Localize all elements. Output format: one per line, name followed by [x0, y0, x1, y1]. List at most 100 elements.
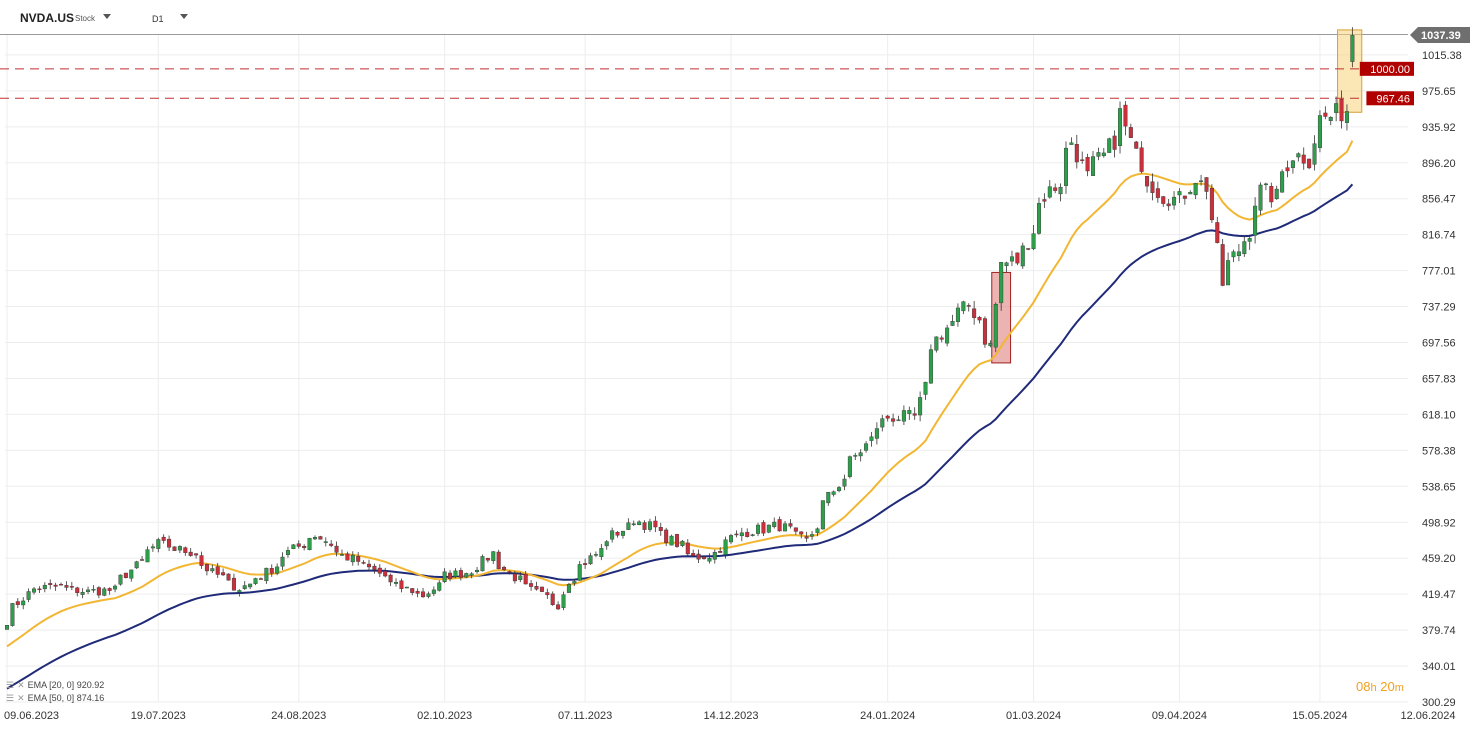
candle-body: [972, 308, 977, 318]
candle-body: [1323, 112, 1328, 117]
candle: [177, 545, 182, 554]
candle-body: [783, 523, 788, 532]
y-axis: 1015.38 975.65 935.92 896.20 856.47 816.74 777…: [1410, 27, 1470, 709]
candle-body: [1020, 245, 1025, 267]
timeframe-dropdown-icon[interactable]: [180, 14, 188, 19]
candle-body: [545, 592, 550, 596]
candle-body: [583, 563, 588, 565]
candle-body: [172, 546, 177, 551]
candle-body: [194, 553, 199, 556]
candle: [453, 568, 458, 579]
candle-body: [1063, 147, 1068, 186]
candle-body: [1058, 186, 1063, 195]
candle: [1323, 106, 1328, 120]
candle-body: [285, 550, 290, 555]
y-tick-label: 498.92: [1422, 517, 1456, 529]
candle: [1096, 147, 1101, 161]
candle: [59, 582, 64, 586]
candle-body: [1123, 104, 1128, 127]
candle: [637, 520, 642, 526]
candle: [421, 588, 426, 598]
indicator-remove-icon[interactable]: ✕: [17, 680, 25, 690]
candle-body: [885, 415, 890, 419]
candle-body: [1193, 183, 1198, 196]
candle: [1128, 123, 1133, 139]
candle: [64, 581, 69, 591]
timeframe-label[interactable]: D1: [152, 14, 164, 24]
candle-body: [729, 535, 734, 543]
candle-body: [377, 567, 382, 574]
candle: [426, 591, 431, 599]
candle: [674, 533, 679, 548]
candle: [1339, 90, 1344, 129]
candle-body: [539, 586, 544, 592]
candle-body: [123, 572, 128, 578]
candle-body: [475, 569, 480, 573]
candle-body: [437, 582, 442, 591]
y-tick-label: 538.65: [1422, 481, 1456, 493]
candle-body: [356, 556, 361, 562]
candle: [1328, 116, 1333, 126]
symbol-label[interactable]: NVDA.US: [20, 11, 75, 25]
candle-body: [226, 573, 231, 581]
legend-ema50[interactable]: ☰ ✕ EMA [50, 0] 874.16: [6, 693, 104, 704]
candle: [1161, 195, 1166, 207]
candle: [766, 524, 771, 534]
timer-hours-unit: h: [1370, 682, 1377, 694]
candle: [394, 578, 399, 587]
candle: [1101, 148, 1106, 158]
symbol-dropdown-icon[interactable]: [103, 14, 111, 19]
candle-body: [48, 583, 53, 585]
candle-body: [1263, 183, 1268, 186]
candle: [1112, 130, 1117, 158]
candle: [1296, 152, 1301, 162]
candle: [1085, 153, 1090, 177]
candle: [302, 544, 307, 551]
candle: [1118, 101, 1123, 154]
candle: [512, 570, 517, 584]
candle-body: [529, 583, 534, 587]
candle-body: [599, 548, 604, 557]
candle-body: [831, 491, 836, 495]
candle-body: [739, 532, 744, 537]
y-tick-label: 935.92: [1422, 122, 1456, 134]
candle-body: [156, 539, 161, 549]
candle: [1220, 238, 1225, 287]
candle-body: [345, 553, 350, 561]
candle-body: [1182, 195, 1187, 199]
candle-body: [237, 590, 242, 593]
candle-body: [1004, 262, 1009, 267]
indicator-settings-icon[interactable]: ☰: [6, 693, 15, 703]
candle: [1036, 197, 1041, 235]
candle-body: [1053, 187, 1058, 191]
ema50-line: [6, 183, 1354, 690]
candle: [1042, 193, 1047, 209]
legend-ema20-params: [20, 0]: [49, 680, 75, 690]
candle-body: [372, 565, 377, 570]
x-tick-label: 01.03.2024: [1006, 710, 1061, 722]
candle-body: [669, 535, 674, 546]
candle: [210, 564, 215, 574]
chart-toolbar: NVDA.US Stock D1: [0, 0, 1482, 34]
candle: [96, 586, 101, 599]
candle-body: [177, 546, 182, 551]
indicator-settings-icon[interactable]: ☰: [6, 680, 15, 690]
timer-minutes: 20: [1380, 679, 1395, 694]
candle-body: [566, 584, 571, 593]
candle-body: [961, 301, 966, 312]
candle-body: [1166, 203, 1171, 207]
candle: [399, 578, 404, 593]
candle: [880, 414, 885, 432]
candle-body: [96, 587, 101, 596]
indicator-remove-icon[interactable]: ✕: [17, 693, 25, 703]
candle: [723, 536, 728, 559]
candle: [480, 554, 485, 572]
candle: [1215, 216, 1220, 244]
candle: [237, 589, 242, 597]
candle: [1145, 175, 1150, 193]
candle-body: [658, 526, 663, 531]
candle: [815, 527, 820, 537]
legend-ema20[interactable]: ☰ ✕ EMA [20, 0] 920.92: [6, 680, 104, 691]
candle-body: [1312, 143, 1317, 165]
